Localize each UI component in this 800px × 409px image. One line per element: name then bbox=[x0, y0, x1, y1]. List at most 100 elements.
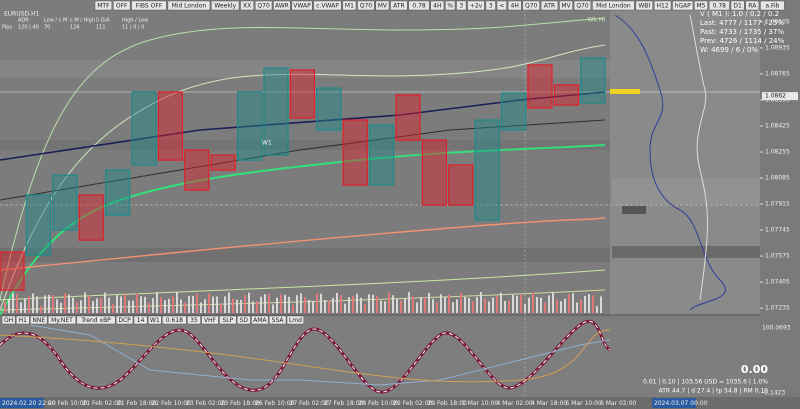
volume-bar bbox=[540, 297, 542, 313]
toolbar-button[interactable]: 4H bbox=[430, 0, 445, 11]
button-label: SD bbox=[240, 317, 249, 324]
volume-bar bbox=[396, 298, 398, 313]
indicator-button[interactable]: OH bbox=[1, 315, 16, 325]
volume-bar bbox=[324, 299, 326, 313]
volume-bar bbox=[568, 294, 570, 313]
volume-bar bbox=[296, 295, 298, 313]
indicator-button[interactable]: Trend xBP bbox=[76, 315, 116, 325]
indicator-button[interactable]: SSA bbox=[268, 315, 287, 325]
time-highlight bbox=[0, 398, 44, 408]
indicator-button[interactable]: AMA bbox=[251, 315, 269, 325]
toolbar-button[interactable]: M5 bbox=[694, 0, 708, 11]
volume-bar bbox=[304, 296, 306, 313]
button-bg bbox=[653, 0, 672, 11]
indicator-button[interactable]: DCP bbox=[115, 315, 134, 325]
volume-bar bbox=[384, 301, 386, 313]
indicator-button[interactable]: NNE bbox=[30, 315, 48, 325]
toolbar-button[interactable]: RA bbox=[745, 0, 760, 11]
toolbar-button[interactable]: OFF bbox=[113, 0, 131, 11]
toolbar-button[interactable]: 4H bbox=[507, 0, 522, 11]
button-bg bbox=[133, 315, 148, 325]
volume-bar bbox=[376, 295, 378, 313]
toolbar-button[interactable]: a.Fib bbox=[760, 0, 785, 11]
toolbar-button[interactable]: Q70 bbox=[357, 0, 375, 11]
volume-bar bbox=[208, 293, 210, 313]
indicator-button[interactable]: SD bbox=[236, 315, 251, 325]
button-bg bbox=[760, 0, 785, 11]
button-label: MV bbox=[378, 3, 388, 10]
toolbar-button[interactable]: 3 bbox=[485, 0, 496, 11]
volume-bar bbox=[380, 300, 382, 313]
toolbar-button[interactable]: +2v bbox=[467, 0, 485, 11]
stat-value: 11 | 0 | 0 bbox=[122, 25, 144, 31]
panel-axis-label: -0.1423 bbox=[762, 390, 785, 397]
toolbar-button[interactable]: MV bbox=[375, 0, 390, 11]
indicator-button[interactable]: SLP bbox=[219, 315, 237, 325]
candle-body bbox=[474, 119, 500, 221]
volume-bar bbox=[300, 293, 302, 313]
toolbar-button[interactable]: MTF bbox=[94, 0, 113, 11]
indicator-toolbar: OH H1 NNE My.NET Trend xBP DCP 14 W1 0.618 35 VHF S… bbox=[1, 315, 305, 325]
toolbar-button[interactable]: Q70 bbox=[573, 0, 592, 11]
button-label: Mid London bbox=[172, 3, 207, 10]
indicator-button[interactable]: W1 bbox=[147, 315, 162, 325]
time-start: 2024.02.20 22:00 bbox=[2, 400, 56, 407]
toolbar-button[interactable]: hGAP bbox=[672, 0, 694, 11]
toolbar-button[interactable]: ATR bbox=[540, 0, 559, 11]
toolbar-button[interactable]: Mid London bbox=[167, 0, 211, 11]
button-label: 35 bbox=[190, 317, 198, 324]
button-label: Q70 bbox=[360, 3, 373, 10]
toolbar-button[interactable]: Weekly bbox=[211, 0, 240, 11]
toolbar-button[interactable]: Mid London bbox=[592, 0, 635, 11]
button-bg bbox=[187, 315, 201, 325]
indicator-button[interactable]: My.NET bbox=[47, 315, 77, 325]
indicator-button[interactable]: H1 bbox=[15, 315, 30, 325]
toolbar-button[interactable]: % bbox=[445, 0, 456, 11]
volume-bar bbox=[480, 292, 482, 313]
toolbar-button[interactable]: M1 bbox=[342, 0, 357, 11]
toolbar-button[interactable]: VWAP bbox=[291, 0, 313, 11]
toolbar-button[interactable]: XX bbox=[240, 0, 254, 11]
toolbar-button[interactable]: H12 bbox=[653, 0, 672, 11]
button-bg bbox=[201, 315, 219, 325]
toolbar-button[interactable]: 0.78 bbox=[408, 0, 430, 11]
toolbar-button[interactable]: < bbox=[496, 0, 507, 11]
volume-bar bbox=[340, 295, 342, 313]
volume-bar bbox=[584, 295, 586, 313]
candle bbox=[527, 64, 553, 109]
toolbar-button[interactable]: Q70 bbox=[522, 0, 540, 11]
time-label: 4 Mar 18:00 bbox=[531, 400, 567, 407]
toolbar-button[interactable]: Q70 bbox=[254, 0, 273, 11]
toolbar-button[interactable]: FIBS OFF bbox=[131, 0, 167, 11]
indicator-button[interactable]: VHF bbox=[201, 315, 219, 325]
volume-bar bbox=[48, 294, 50, 313]
y-tick-label: 1.07745 bbox=[765, 227, 790, 234]
volume-bar bbox=[64, 293, 66, 313]
indicator-button[interactable]: 0.618 bbox=[162, 315, 187, 325]
indicator-button[interactable]: 14 bbox=[133, 315, 148, 325]
time-label: 5 Mar 10:00 bbox=[566, 400, 602, 407]
stat-label: Pips bbox=[2, 25, 12, 31]
toolbar-button[interactable]: MV bbox=[559, 0, 573, 11]
indicator-button[interactable]: 35 bbox=[187, 315, 201, 325]
toolbar-button[interactable]: WBI bbox=[635, 0, 653, 11]
button-bg bbox=[559, 0, 573, 11]
volume-bar bbox=[288, 296, 290, 313]
toolbar-button[interactable]: 3 bbox=[456, 0, 467, 11]
volume-bars bbox=[4, 292, 602, 313]
toolbar-button[interactable]: 0.78 bbox=[708, 0, 730, 11]
button-bg bbox=[694, 0, 708, 11]
toolbar-button[interactable]: AWR bbox=[273, 0, 291, 11]
indicator-button[interactable]: Lmd bbox=[286, 315, 305, 325]
candle bbox=[395, 94, 421, 141]
volume-bar bbox=[244, 294, 246, 313]
candle-body bbox=[527, 64, 553, 109]
volume-bar bbox=[532, 293, 534, 313]
toolbar-button[interactable]: D1 bbox=[730, 0, 745, 11]
button-label: c.VWAP bbox=[316, 3, 339, 10]
toolbar-button[interactable]: ATR bbox=[390, 0, 408, 11]
button-label: FIBS OFF bbox=[136, 3, 163, 10]
volume-bar bbox=[188, 295, 190, 313]
button-bg bbox=[573, 0, 592, 11]
toolbar-button[interactable]: c.VWAP bbox=[313, 0, 342, 11]
